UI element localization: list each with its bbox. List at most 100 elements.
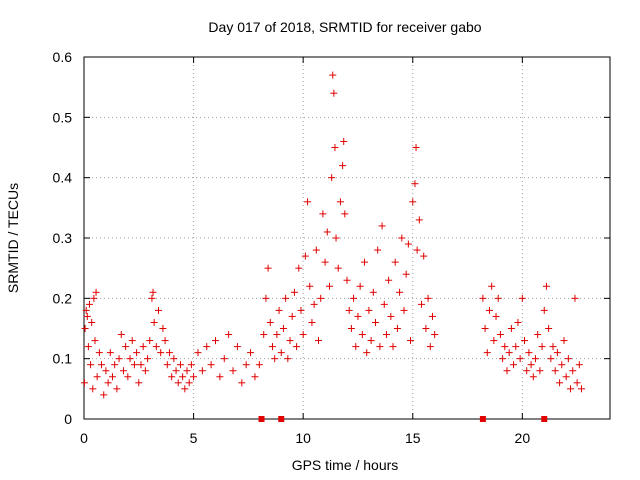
data-point xyxy=(371,318,379,326)
data-point xyxy=(382,331,390,339)
data-point xyxy=(551,367,559,375)
data-point xyxy=(187,361,195,369)
data-point xyxy=(174,379,182,387)
data-point xyxy=(567,385,575,393)
data-point xyxy=(212,337,219,345)
data-point xyxy=(122,343,130,351)
data-point xyxy=(149,288,157,296)
data-point xyxy=(323,228,331,236)
data-point xyxy=(141,367,149,375)
data-point xyxy=(485,306,493,314)
data-point xyxy=(376,343,384,351)
data-point xyxy=(255,361,263,369)
data-point xyxy=(398,234,406,242)
data-point xyxy=(198,367,206,375)
chart-title: Day 017 of 2018, SRMTID for receiver gab… xyxy=(208,19,481,35)
data-point xyxy=(422,325,430,332)
data-point xyxy=(295,264,303,272)
data-point xyxy=(87,361,95,369)
data-point xyxy=(363,349,371,357)
x-tick-label: 15 xyxy=(405,430,421,446)
data-point xyxy=(488,282,496,290)
x-tick-label: 10 xyxy=(295,430,311,446)
data-point xyxy=(108,373,116,381)
data-point xyxy=(542,282,550,290)
data-point xyxy=(242,361,250,369)
x-axis-title: GPS time / hours xyxy=(292,457,399,473)
data-point xyxy=(284,355,292,363)
data-point xyxy=(124,373,132,381)
data-point xyxy=(393,325,401,332)
data-point xyxy=(578,385,586,393)
data-point xyxy=(385,276,393,284)
data-point xyxy=(233,343,241,351)
data-point xyxy=(299,331,307,339)
data-point xyxy=(190,373,198,381)
data-point xyxy=(126,355,134,363)
data-point xyxy=(424,294,432,302)
data-point xyxy=(490,337,498,345)
data-point xyxy=(194,349,202,357)
data-point xyxy=(155,306,163,314)
data-point xyxy=(146,337,154,345)
data-point xyxy=(279,325,287,332)
data-point xyxy=(361,258,369,266)
data-point xyxy=(152,343,160,351)
data-point xyxy=(216,373,224,381)
data-point xyxy=(229,367,237,375)
data-point xyxy=(512,343,520,351)
data-point xyxy=(317,294,325,302)
data-point xyxy=(562,373,570,381)
ticks: 0 5 10 15 20 0 0.1 0.2 0.3 0.4 0.5 0.6 xyxy=(53,49,610,446)
y-tick-label: 0.5 xyxy=(53,109,73,125)
data-point xyxy=(556,379,564,387)
data-point xyxy=(268,343,276,351)
data-point xyxy=(510,361,518,369)
data-point xyxy=(247,349,255,357)
data-point xyxy=(369,288,377,296)
data-point xyxy=(98,361,106,369)
y-tick-label: 0.2 xyxy=(53,290,73,306)
data-point xyxy=(527,361,535,369)
data-point xyxy=(350,294,358,302)
x-tick-label: 5 xyxy=(190,430,198,446)
data-point xyxy=(137,361,145,369)
data-point xyxy=(312,246,320,254)
data-point xyxy=(523,367,531,375)
data-point xyxy=(266,318,274,326)
data-point xyxy=(409,198,417,206)
y-tick-label: 0.4 xyxy=(53,170,73,186)
data-point xyxy=(113,385,121,393)
data-point xyxy=(492,312,500,320)
data-point xyxy=(531,355,539,363)
data-point xyxy=(130,361,138,369)
data-point xyxy=(341,210,349,218)
data-point xyxy=(95,349,103,357)
data-point xyxy=(251,373,259,381)
data-point xyxy=(90,294,98,302)
data-point xyxy=(301,252,309,260)
data-point xyxy=(135,379,143,387)
data-point xyxy=(286,337,294,345)
data-point xyxy=(225,331,233,339)
data-point xyxy=(163,361,171,369)
data-point xyxy=(374,246,382,254)
data-point xyxy=(310,300,318,308)
data-point xyxy=(378,222,386,230)
data-point xyxy=(185,379,193,387)
grid xyxy=(84,57,610,419)
data-point xyxy=(573,379,581,387)
baseline-marker xyxy=(479,416,486,422)
data-point xyxy=(308,318,316,326)
data-point xyxy=(547,355,555,363)
data-point xyxy=(181,385,189,393)
data-point xyxy=(391,258,399,266)
data-point xyxy=(501,343,509,351)
data-point xyxy=(413,246,421,254)
data-point xyxy=(92,288,100,296)
data-point xyxy=(426,343,434,351)
data-point xyxy=(365,306,373,314)
data-point xyxy=(400,306,408,314)
data-point xyxy=(273,331,281,339)
